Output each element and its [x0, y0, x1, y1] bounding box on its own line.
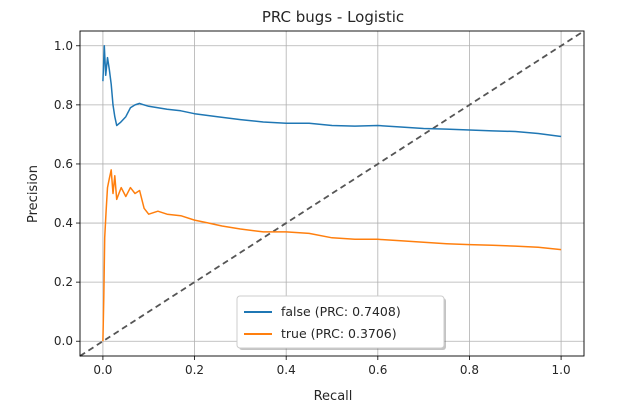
- y-tick-label: 1.0: [54, 39, 73, 53]
- series-line-true: [102, 169, 562, 342]
- x-axis-label: Recall: [314, 389, 353, 404]
- legend-box: [236, 295, 445, 349]
- plot-frame: [79, 30, 585, 357]
- series-layer: [79, 30, 585, 357]
- x-tick-label: 0.2: [185, 363, 204, 377]
- y-tick-label: 0.2: [54, 275, 73, 289]
- y-axis: 0.0 0.2 0.4 0.6 0.8 1.0: [54, 39, 80, 348]
- chart-title: PRC bugs - Logistic: [262, 8, 404, 26]
- legend-label-false: false (PRC: 0.7408): [281, 304, 401, 319]
- y-tick-label: 0.8: [54, 98, 73, 112]
- y-tick-label: 0.6: [54, 157, 73, 171]
- legend-label-true: true (PRC: 0.3706): [281, 326, 397, 341]
- y-axis-label: Precision: [26, 165, 41, 223]
- x-tick-label: 0.0: [93, 363, 112, 377]
- x-tick-label: 1.0: [552, 363, 571, 377]
- x-tick-label: 0.6: [368, 363, 387, 377]
- x-axis: 0.0 0.2 0.4 0.6 0.8 1.0: [93, 356, 571, 377]
- legend: false (PRC: 0.7408) true (PRC: 0.3706): [236, 295, 446, 350]
- x-tick-label: 0.8: [460, 363, 479, 377]
- y-tick-label: 0.0: [54, 334, 73, 348]
- series-line-false: [102, 45, 562, 138]
- y-tick-label: 0.4: [54, 216, 73, 230]
- x-tick-label: 0.4: [277, 363, 296, 377]
